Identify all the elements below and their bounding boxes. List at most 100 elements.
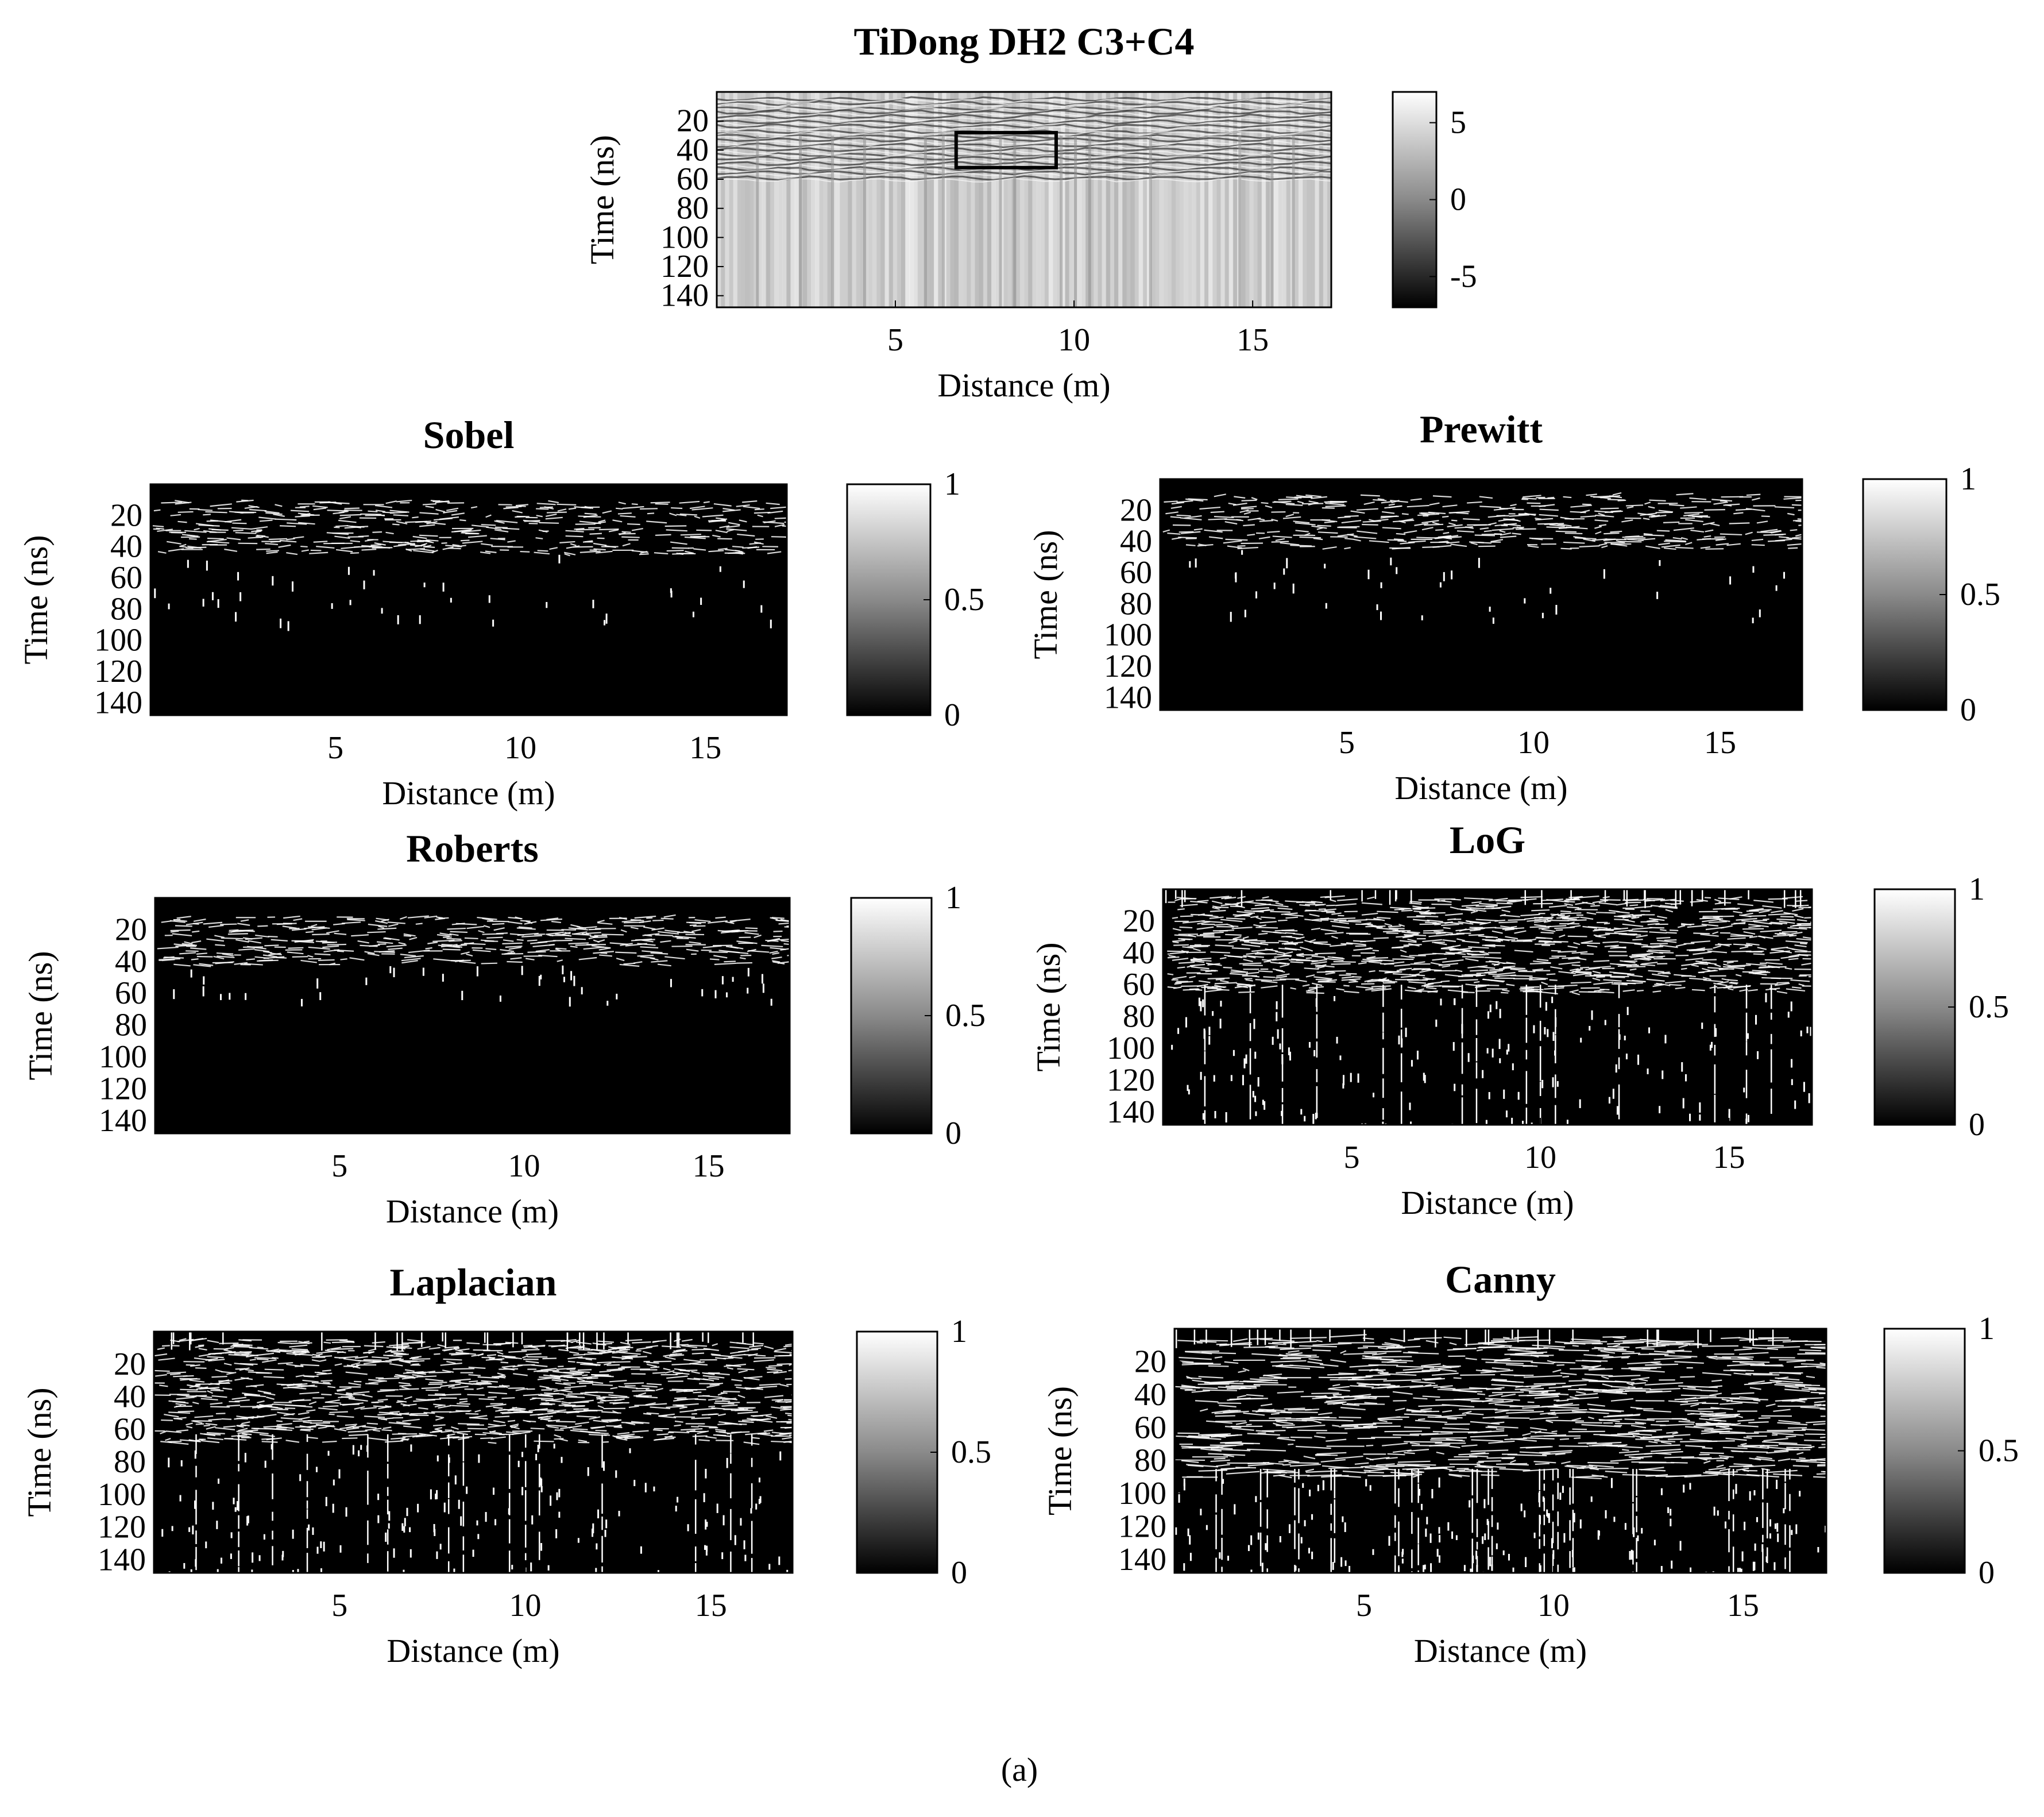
edge-segment xyxy=(269,952,282,956)
edge-segment xyxy=(1376,917,1391,919)
colorbar xyxy=(850,897,933,1135)
edge-segment xyxy=(674,1420,683,1423)
edge-segment xyxy=(1223,540,1242,544)
edge-segment xyxy=(451,512,465,516)
y-tick-label: 120 xyxy=(99,1071,147,1106)
edge-segment xyxy=(275,518,297,521)
edge-segment xyxy=(1238,991,1255,993)
edge-segment xyxy=(315,1423,335,1428)
edge-segment xyxy=(428,1394,446,1396)
edge-segment xyxy=(1795,534,1802,537)
edge-segment xyxy=(1307,1361,1324,1365)
edge-segment xyxy=(378,925,385,929)
radargram-trace xyxy=(770,92,775,307)
edge-segment xyxy=(1455,969,1463,973)
edge-dot xyxy=(183,1563,186,1569)
edge-segment xyxy=(708,1397,725,1401)
edge-segment xyxy=(1196,926,1214,930)
edge-segment xyxy=(1482,1415,1509,1419)
edge-segment xyxy=(323,1341,331,1344)
edge-segment xyxy=(1489,969,1505,971)
edge-segment xyxy=(1227,545,1242,549)
edge-segment xyxy=(526,958,535,960)
x-tick-label: 15 xyxy=(1237,322,1269,358)
radargram-trace xyxy=(1265,92,1270,307)
edge-segment xyxy=(593,936,608,938)
edge-segment xyxy=(1643,533,1653,535)
edge-dot xyxy=(1808,1093,1810,1104)
edge-segment xyxy=(1305,974,1315,978)
edge-segment xyxy=(1770,921,1787,924)
edge-segment xyxy=(1363,1425,1374,1428)
radargram-trace xyxy=(1089,92,1095,307)
heatmap-image xyxy=(1163,889,1812,1125)
edge-dot xyxy=(1200,1071,1202,1080)
edge-dot xyxy=(1591,1010,1593,1020)
y-tick-label: 100 xyxy=(660,219,709,255)
edge-dot xyxy=(538,975,540,986)
y-tick-label: 140 xyxy=(1107,1094,1155,1130)
edge-segment xyxy=(1221,896,1232,900)
edge-segment xyxy=(1378,980,1397,983)
edge-segment xyxy=(1316,1340,1323,1343)
edge-segment xyxy=(1167,533,1181,535)
edge-dot xyxy=(442,582,445,592)
edge-segment xyxy=(403,1425,422,1429)
edge-dot xyxy=(1244,609,1246,618)
edge-segment xyxy=(1471,1452,1486,1455)
edge-segment xyxy=(419,534,438,537)
edge-segment xyxy=(316,546,335,549)
edge-segment xyxy=(1311,959,1328,963)
edge-segment xyxy=(1572,970,1592,973)
edge-segment xyxy=(245,1368,254,1372)
edge-segment xyxy=(1564,903,1574,906)
radargram-trace xyxy=(979,92,984,307)
edge-segment xyxy=(1604,944,1619,947)
edge-segment xyxy=(724,549,740,552)
edge-segment xyxy=(254,949,270,952)
edge-segment xyxy=(1598,902,1617,906)
edge-segment xyxy=(1753,900,1774,903)
radargram-trace xyxy=(835,92,840,307)
edge-segment xyxy=(1363,501,1375,505)
edge-segment xyxy=(1534,924,1547,927)
edge-segment xyxy=(765,939,779,942)
radargram-trace xyxy=(921,92,926,307)
edge-segment xyxy=(1178,961,1195,964)
edge-segment xyxy=(1397,540,1407,542)
x-axis-label: Distance (m) xyxy=(387,1632,559,1669)
edge-segment xyxy=(771,1440,787,1443)
reflector-band xyxy=(717,102,1331,108)
edge-segment xyxy=(1722,1446,1748,1449)
edge-segment xyxy=(301,1351,309,1353)
edge-segment xyxy=(537,1412,557,1416)
edge-dot xyxy=(443,1502,446,1513)
edge-segment xyxy=(1518,970,1536,973)
edge-segment xyxy=(1610,543,1628,547)
edge-segment xyxy=(1651,946,1664,948)
edge-dot xyxy=(235,612,237,622)
edge-segment xyxy=(537,550,548,552)
edge-segment xyxy=(709,1382,724,1386)
edge-segment xyxy=(737,1411,758,1414)
edge-segment xyxy=(1664,541,1687,543)
y-tick-label: 40 xyxy=(114,1379,146,1415)
edge-segment xyxy=(391,1437,406,1440)
edge-segment xyxy=(1184,515,1202,519)
edge-segment xyxy=(443,1358,462,1361)
edge-segment xyxy=(1547,1406,1579,1409)
radargram-trace xyxy=(717,92,722,307)
edge-dot xyxy=(1656,592,1659,599)
edge-segment xyxy=(692,1435,708,1437)
radargram-trace xyxy=(1253,92,1258,307)
edge-segment xyxy=(1335,903,1357,906)
edge-segment xyxy=(377,1399,388,1401)
edge-segment xyxy=(729,1350,746,1355)
edge-segment xyxy=(1656,1420,1670,1422)
edge-segment xyxy=(372,547,393,549)
edge-segment xyxy=(715,530,728,534)
edge-segment xyxy=(415,923,423,925)
edge-segment xyxy=(256,534,266,537)
edge-segment xyxy=(1247,534,1255,536)
edge-segment xyxy=(392,523,400,526)
